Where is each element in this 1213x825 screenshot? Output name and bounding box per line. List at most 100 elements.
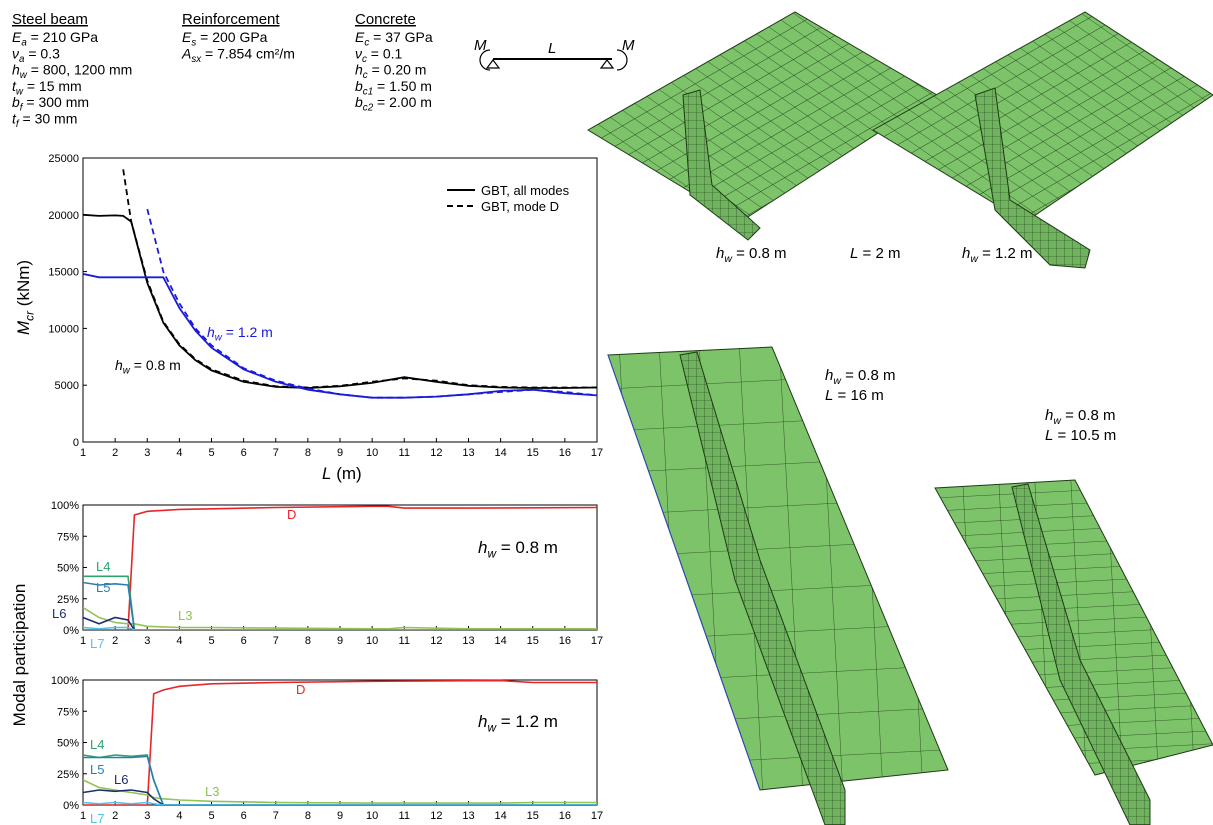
mesh-label: hw = 0.8 m: [825, 367, 896, 387]
annotation: hw = 1.2 m: [478, 712, 558, 734]
x-tick-label: 17: [591, 810, 603, 822]
symbol: b: [12, 94, 20, 110]
label-text: (m): [331, 464, 361, 483]
x-tick-label: 11: [399, 447, 410, 459]
series-label: D: [296, 682, 305, 697]
x-tick-label: 15: [527, 810, 539, 822]
x-tick-label: 10: [366, 447, 378, 459]
mesh-views: [588, 12, 1213, 825]
y-tick-label: 25000: [48, 153, 79, 165]
label-text: = 1.50 m: [373, 78, 432, 94]
label-text: = 7.854 cm²/m: [201, 45, 295, 61]
series-label: L7: [90, 636, 104, 651]
series-line: [83, 583, 597, 631]
symbol: M: [14, 320, 33, 335]
series-line: [83, 756, 597, 805]
x-tick-label: 16: [559, 447, 571, 459]
y-tick-label: 5000: [55, 380, 79, 392]
label-text: = 1.2 m: [496, 712, 558, 731]
x-tick-label: 1: [80, 810, 86, 822]
mesh-label: hw = 0.8 m: [1045, 407, 1116, 427]
y-tick-label: 10000: [48, 323, 79, 335]
symbol: h: [962, 245, 970, 262]
x-tick-label: 8: [305, 447, 311, 459]
mesh-label: L = 16 m: [825, 387, 884, 404]
x-tick-label: 5: [208, 635, 214, 647]
series-line: [83, 681, 597, 805]
chart: 12345678910111213141516170%25%50%75%100%…: [51, 675, 603, 825]
y-tick-label: 0%: [63, 625, 79, 637]
symbol: b: [355, 94, 363, 110]
symbol: L: [825, 387, 833, 404]
label-text: = 0.8 m: [496, 538, 558, 557]
x-tick-label: 2: [112, 635, 118, 647]
x-tick-label: 6: [241, 447, 247, 459]
label-text: = 16 m: [833, 387, 883, 404]
x-tick-label: 16: [559, 810, 571, 822]
symbol: h: [478, 538, 487, 557]
x-tick-label: 14: [495, 810, 507, 822]
x-tick-label: 4: [176, 447, 182, 459]
legend-label: GBT, mode D: [481, 199, 559, 214]
label-text: = 15 mm: [23, 78, 82, 94]
label-text: = 2 m: [858, 245, 900, 262]
y-axis-label: Mcr (kNm): [14, 260, 36, 335]
series-line: [83, 780, 597, 803]
series-label: L7: [90, 811, 104, 825]
label-text: = 0.8 m: [1061, 407, 1116, 424]
series-label: L6: [52, 606, 66, 621]
slab-mesh: [935, 480, 1213, 775]
x-tick-label: 13: [462, 635, 474, 647]
x-tick-label: 8: [305, 635, 311, 647]
label-text: = 2.00 m: [373, 94, 432, 110]
x-tick-label: 6: [241, 635, 247, 647]
x-tick-label: 17: [591, 447, 603, 459]
y-tick-label: 75%: [57, 531, 79, 543]
series-label: L4: [90, 737, 104, 752]
x-tick-label: 6: [241, 810, 247, 822]
x-tick-label: 12: [430, 447, 442, 459]
symbol: h: [115, 357, 123, 373]
figure: Steel beamEa = 210 GPaνa = 0.3hw = 800, …: [0, 0, 1213, 825]
annotation: hw = 1.2 m: [207, 324, 273, 344]
x-tick-label: 7: [273, 810, 279, 822]
x-tick-label: 15: [527, 635, 539, 647]
legend-label: GBT, all modes: [481, 183, 570, 198]
parameter-heading: Steel beam: [12, 11, 88, 28]
y-axis-label: Modal participation: [10, 584, 29, 727]
label-text: = 0.20 m: [368, 62, 427, 78]
y-tick-label: 20000: [48, 210, 79, 222]
series-label: L3: [178, 608, 192, 623]
slab-mesh: [608, 347, 948, 790]
series-label: D: [287, 507, 296, 522]
y-tick-label: 25%: [57, 594, 79, 606]
moment-label: M: [474, 37, 487, 54]
label-text: = 0.8 m: [130, 357, 181, 373]
series-line: [147, 209, 597, 398]
symbol: h: [716, 245, 724, 262]
x-tick-label: 15: [527, 447, 539, 459]
x-tick-label: 16: [559, 635, 571, 647]
x-tick-label: 1: [80, 447, 86, 459]
series-line: [83, 608, 597, 629]
x-tick-label: 9: [337, 810, 343, 822]
support: [487, 60, 499, 68]
chart: 12345678910111213141516170%25%50%75%100%…: [10, 500, 603, 726]
mesh-label: L = 2 m: [850, 245, 900, 262]
span-label: L: [548, 40, 556, 57]
y-tick-label: 100%: [51, 675, 79, 687]
series-label: L6: [114, 772, 128, 787]
parameter-heading: Concrete: [355, 11, 416, 28]
x-tick-label: 2: [112, 447, 118, 459]
x-tick-label: 3: [144, 635, 150, 647]
label-text: = 10.5 m: [1053, 427, 1116, 444]
symbol: ν: [355, 45, 362, 61]
series-label: L5: [96, 580, 110, 595]
x-tick-label: 3: [144, 810, 150, 822]
x-tick-label: 10: [366, 635, 378, 647]
symbol: ν: [12, 45, 19, 61]
plot-frame: [83, 505, 597, 630]
x-tick-label: 13: [462, 810, 474, 822]
symbol: h: [355, 62, 363, 78]
